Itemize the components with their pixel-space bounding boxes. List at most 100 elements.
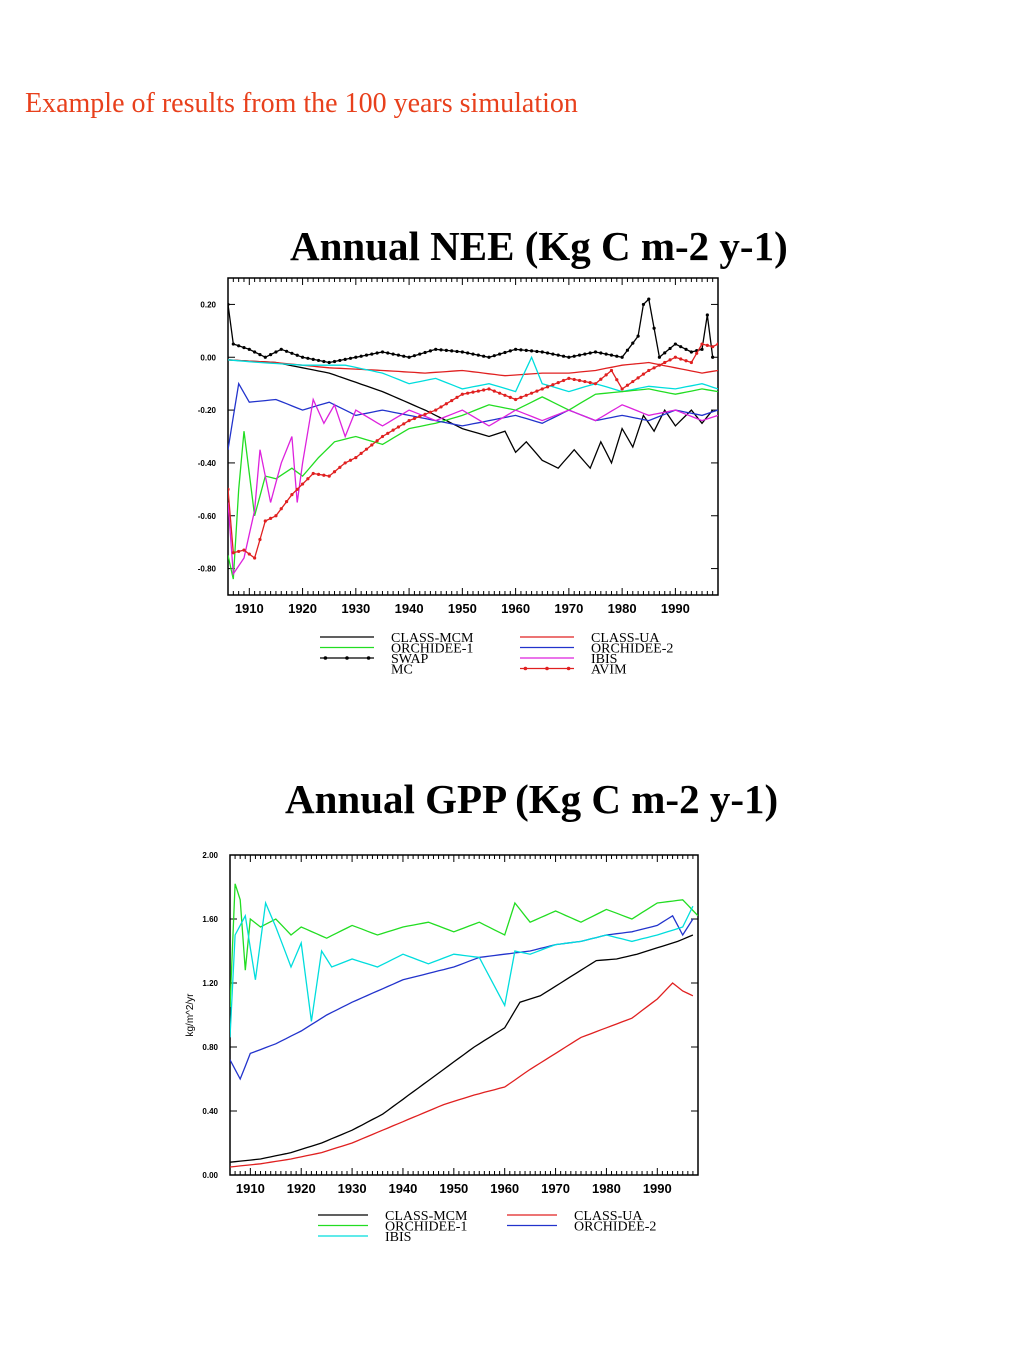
- nee-series-swap-markers-point: [492, 354, 496, 358]
- nee-series-avim-point: [364, 447, 369, 451]
- nee-series-avim-point: [391, 428, 395, 432]
- nee-series-swap-markers-point: [450, 349, 454, 353]
- nee-x-tick-label: 1990: [661, 601, 690, 616]
- nee-series-avim-point: [354, 456, 358, 460]
- nee-legend-label-class-mcm: CLASS-MCM: [391, 631, 474, 646]
- nee-series-swap-markers-point: [460, 350, 464, 354]
- gpp-legend-label-ibis: IBIS: [385, 1230, 411, 1245]
- gpp-series-orchidee-2: [230, 914, 694, 1081]
- nee-series-avim-point: [561, 378, 566, 383]
- nee-x-tick-label: 1940: [395, 601, 424, 616]
- nee-series-swap-markers-point: [322, 359, 326, 364]
- nee-series-swap-markers-point: [237, 344, 241, 348]
- nee-series-swap-markers: [228, 297, 714, 364]
- nee-series-swap-markers-point: [428, 349, 432, 353]
- nee-series-swap-markers-point: [407, 355, 411, 359]
- nee-series-swap-markers-point: [567, 355, 571, 359]
- nee-x-tick-label: 1960: [501, 601, 530, 616]
- nee-series-avim-point: [316, 472, 321, 476]
- nee-series-swap-markers-point: [402, 354, 406, 358]
- nee-series-avim-point: [695, 351, 699, 355]
- nee-series-avim-point: [306, 477, 310, 481]
- nee-series-swap-markers-point: [466, 351, 470, 355]
- gpp-series-class-ua: [230, 982, 694, 1168]
- nee-series-avim-point: [237, 549, 241, 554]
- nee-series-avim-point: [471, 390, 475, 394]
- nee-series-swap-markers-point: [577, 353, 582, 357]
- nee-series-swap-markers-point: [524, 348, 528, 352]
- nee-series-swap-markers-point: [375, 351, 379, 355]
- gpp-legend-label-class-mcm: CLASS-MCM: [385, 1209, 468, 1224]
- nee-series-avim-point: [338, 465, 342, 469]
- gpp-y-tick-label: 1.60: [202, 915, 218, 924]
- nee-series-swap-markers-point: [439, 348, 443, 352]
- nee-series-swap-markers-point: [572, 354, 576, 358]
- nee-series-avim-point: [263, 519, 267, 523]
- nee-series-swap-markers-point: [663, 351, 667, 355]
- nee-series-swap-markers-point: [514, 347, 518, 351]
- nee-series-avim-point: [716, 342, 718, 346]
- nee-series-swap-markers-point: [652, 326, 656, 330]
- nee-series-avim-point: [482, 388, 486, 392]
- nee-series-swap-markers-point: [711, 355, 715, 359]
- nee-series-avim-point: [551, 383, 555, 387]
- nee-series-avim-point: [673, 355, 677, 359]
- gpp-x-tick-label: 1980: [592, 1181, 621, 1196]
- nee-series-swap-markers-point: [370, 352, 374, 356]
- nee-series-avim-point: [625, 383, 630, 387]
- nee-legend-marker-avim: [545, 666, 549, 671]
- nee-series-avim-point: [711, 345, 715, 349]
- nee-series-avim-point: [636, 376, 640, 380]
- nee-series-swap-markers-point: [228, 302, 230, 307]
- nee-series-avim-point: [615, 378, 619, 382]
- nee-series-avim-point: [455, 395, 459, 400]
- nee-series-swap-markers-point: [471, 352, 475, 356]
- nee-series-avim-point: [444, 402, 448, 406]
- nee-series-swap-markers-point: [657, 355, 662, 359]
- nee-series-avim-point: [269, 516, 273, 520]
- nee-series-avim-point: [428, 410, 432, 414]
- nee-series-avim-point: [529, 391, 534, 395]
- nee-series-avim-point: [668, 358, 672, 362]
- nee-series-avim-point: [599, 377, 603, 381]
- nee-series-swap-markers-point: [679, 345, 683, 349]
- nee-y-tick-label: 0.00: [200, 353, 216, 362]
- nee-series-group: [228, 297, 718, 580]
- nee-series-avim-point: [604, 373, 608, 377]
- nee-series-swap-markers-point: [253, 350, 257, 354]
- nee-legend-label-swap: SWAP: [391, 652, 429, 667]
- nee-series-swap-markers-point: [705, 313, 709, 317]
- nee-series-avim-point: [700, 342, 704, 346]
- nee-series-avim-point: [572, 377, 576, 382]
- nee-series-swap-markers-point: [332, 359, 337, 364]
- nee-series-avim-point: [679, 357, 683, 361]
- nee-series-swap-markers-point: [615, 354, 619, 358]
- nee-series-swap-markers-point: [306, 356, 310, 360]
- nee-series-avim-point: [545, 385, 550, 389]
- gpp-series-class-mcm: [230, 934, 694, 1163]
- nee-series-swap-markers-point: [434, 347, 438, 351]
- nee-series-swap-markers-point: [487, 355, 491, 359]
- nee-series-swap-markers-point: [247, 347, 251, 351]
- nee-series-avim-point: [412, 416, 417, 421]
- nee-legend-label-class-ua: CLASS-UA: [591, 631, 660, 646]
- nee-series-avim-point: [434, 408, 438, 412]
- nee-series-swap-markers-point: [668, 346, 672, 351]
- nee-series-swap-markers-point: [284, 349, 289, 353]
- nee-series-avim-point: [460, 392, 464, 396]
- nee-series-avim-point: [705, 343, 709, 347]
- nee-series-swap-markers-point: [620, 355, 624, 359]
- nee-series-avim-point: [228, 487, 230, 491]
- nee-series-swap-markers-point: [631, 341, 635, 345]
- gpp-series-orchidee-1: [230, 883, 698, 1008]
- gpp-y-tick-label: 0.40: [202, 1107, 218, 1116]
- nee-series-avim-point: [295, 487, 299, 491]
- nee-legend-marker-avim: [566, 666, 571, 671]
- nee-legend-label-ibis: IBIS: [591, 652, 617, 667]
- nee-series-avim-point: [370, 443, 374, 447]
- nee-series-avim-point: [689, 360, 693, 365]
- nee-series-swap-markers-point: [529, 349, 534, 353]
- nee-series-swap-markers-point: [636, 334, 640, 338]
- nee-series-avim-point: [231, 551, 235, 555]
- nee-series-swap-markers-point: [295, 353, 299, 357]
